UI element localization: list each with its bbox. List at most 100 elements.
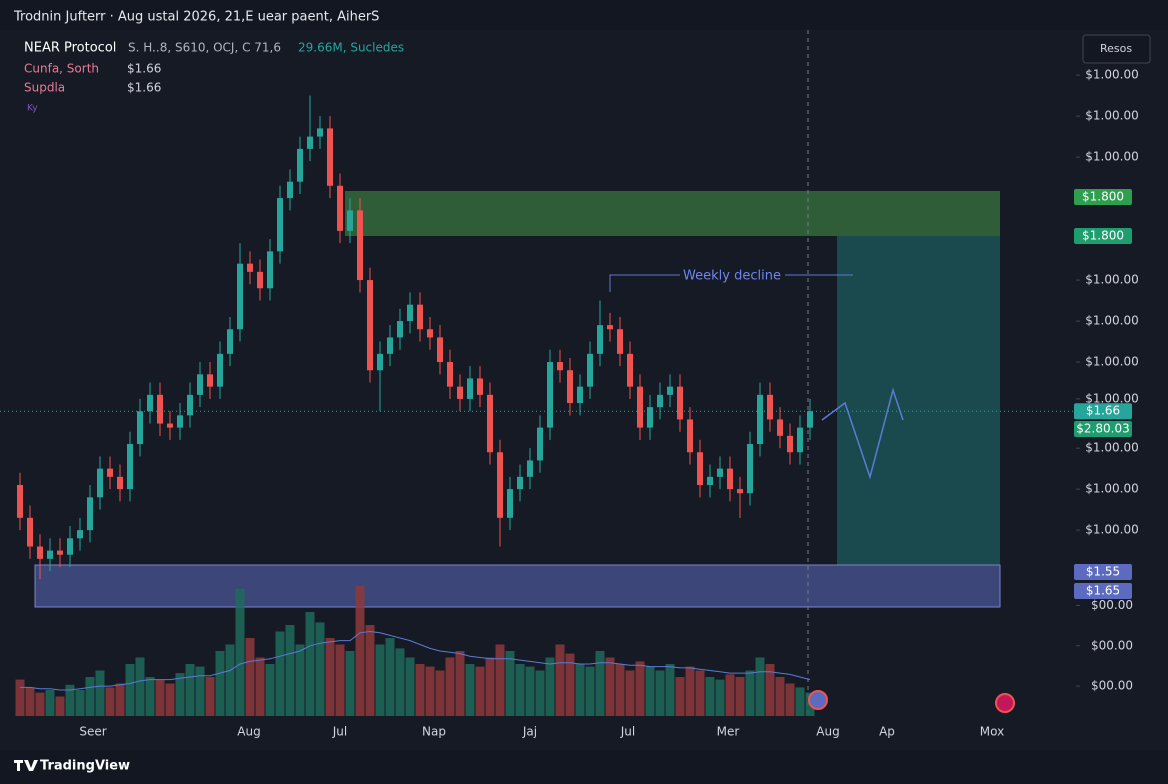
volume-bar — [425, 666, 435, 716]
volume-bar — [475, 666, 485, 716]
last-price-badge — [1074, 403, 1132, 420]
volume-tick-label: $00.00 — [1091, 638, 1133, 652]
volume-bar — [275, 631, 285, 716]
x-tick-label: Jul — [332, 725, 347, 739]
volume-bar — [675, 677, 685, 716]
y-tick-label: $1.00.00 — [1085, 150, 1138, 164]
candle-body — [87, 497, 93, 531]
logo: TradingView — [40, 759, 130, 774]
legend-ohlc: S. H..8, S610, OCJ, C 71,6 — [128, 41, 281, 55]
candle-body — [357, 210, 363, 281]
event-icon[interactable] — [995, 693, 1015, 713]
candle-body — [517, 476, 523, 490]
price-badge-label: $1.55 — [1086, 565, 1120, 579]
price-badge — [1074, 189, 1132, 205]
y-tick-label: $1.00.00 — [1085, 314, 1138, 328]
candle-body — [127, 444, 133, 490]
volume-bar — [705, 677, 715, 716]
candle-body — [407, 304, 413, 322]
candle-body — [317, 128, 323, 137]
volume-bar — [765, 664, 775, 716]
candle-body — [477, 378, 483, 395]
y-tick-label: $1.00.00 — [1085, 441, 1138, 455]
price-badge-label: $1.65 — [1086, 584, 1120, 598]
profit-zone — [837, 236, 1000, 565]
volume-bar — [535, 670, 545, 716]
candle-body — [197, 374, 203, 395]
x-tick-label: Jul — [620, 725, 635, 739]
y-tick-label: $1.00.00 — [1085, 68, 1138, 82]
volume-bar — [595, 651, 605, 716]
volume-tick-label: $00.00 — [1091, 679, 1133, 693]
candle-body — [147, 394, 153, 412]
volume-bar — [235, 588, 245, 716]
scale-button[interactable] — [1082, 34, 1151, 64]
candle-body — [717, 468, 723, 477]
x-tick-label: Jaj — [522, 725, 537, 739]
candle-body — [777, 419, 783, 436]
event-icon[interactable] — [808, 690, 828, 710]
volume-bar — [345, 651, 355, 716]
candle-body — [37, 546, 43, 559]
legend-symbol: NEAR Protocol — [24, 41, 116, 56]
volume-bar — [195, 666, 205, 716]
volume-bar — [585, 666, 595, 716]
price-badge-label: $2.80.03 — [1076, 422, 1129, 436]
candle-body — [787, 435, 793, 453]
candle-body — [257, 271, 263, 289]
annotation-line — [609, 274, 680, 292]
candle-body — [337, 185, 343, 231]
candle-body — [377, 353, 383, 371]
volume-bar — [335, 644, 345, 716]
volume-bar — [455, 651, 465, 716]
volume-bar — [655, 670, 665, 716]
volume-bar — [565, 653, 575, 716]
x-tick-label: Ap — [879, 725, 895, 739]
volume-bar — [305, 612, 315, 716]
volume-bar — [215, 651, 225, 716]
candle-body — [297, 148, 303, 182]
volume-bar — [155, 679, 165, 716]
volume-bar — [35, 692, 45, 716]
volume-bar — [495, 644, 505, 716]
candle-body — [437, 337, 443, 363]
candle-body — [627, 353, 633, 387]
legend-row-name: Cunfa, Sorth — [24, 62, 99, 76]
logo-icon — [14, 760, 38, 771]
price-badge — [1074, 564, 1132, 580]
volume-bar — [365, 625, 375, 716]
candle-body — [567, 370, 573, 404]
volume-bar — [15, 679, 25, 716]
candle-body — [57, 550, 63, 555]
candle-body — [797, 427, 803, 453]
volume-bar — [265, 664, 275, 716]
volume-bar — [545, 657, 555, 716]
candle-body — [267, 251, 273, 289]
legend-row-name: Supdla — [24, 81, 65, 95]
support-zone — [34, 564, 1001, 608]
candle-body — [17, 485, 23, 518]
volume-bar — [285, 625, 295, 716]
x-tick-label: Aug — [237, 725, 260, 739]
volume-bar — [485, 657, 495, 716]
y-tick-label: $1.00.00 — [1085, 482, 1138, 496]
candle-body — [157, 394, 163, 424]
volume-bar — [205, 677, 215, 716]
legend-row-value: $1.66 — [127, 81, 161, 95]
volume-bar — [685, 666, 695, 716]
volume-bar — [665, 664, 675, 716]
price-badge — [1074, 421, 1132, 437]
last-price-label: $1.66 — [1086, 404, 1120, 418]
legend-icon[interactable]: Ky — [27, 104, 38, 114]
scale-button-label[interactable]: Resos — [1100, 42, 1132, 55]
x-tick-label: Mox — [980, 725, 1004, 739]
series — [15, 95, 815, 716]
volume-bar — [375, 644, 385, 716]
volume-bar — [625, 670, 635, 716]
candle-body — [27, 517, 33, 547]
volume-bar — [355, 586, 365, 716]
target-zone — [345, 191, 1000, 236]
candle-body — [327, 128, 333, 186]
candle-body — [467, 378, 473, 399]
